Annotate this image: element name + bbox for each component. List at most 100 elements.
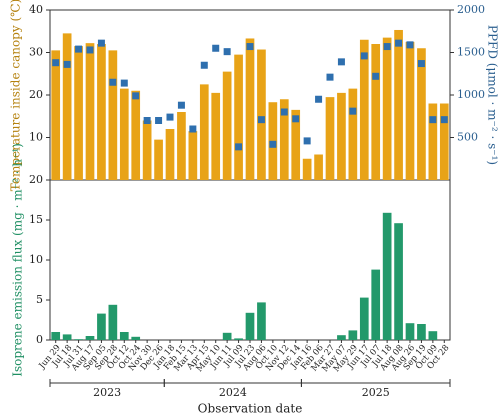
- bar: [97, 313, 106, 340]
- bar: [405, 41, 415, 180]
- bar: [428, 331, 438, 340]
- bar: [314, 154, 323, 180]
- x-axis-label: Observation date: [198, 402, 303, 416]
- point: [212, 44, 220, 52]
- bar: [97, 44, 106, 180]
- bar: [394, 29, 403, 180]
- y-tick-label: 10: [29, 131, 43, 144]
- bar: [359, 39, 369, 180]
- bar: [62, 33, 72, 180]
- point: [143, 117, 151, 124]
- bar: [405, 323, 415, 340]
- y-tick-label: 40: [29, 3, 43, 16]
- point: [63, 60, 71, 68]
- group-label: 2025: [362, 386, 390, 399]
- bar: [199, 84, 209, 180]
- point: [223, 48, 231, 56]
- point: [120, 79, 128, 87]
- bar: [348, 330, 358, 340]
- point: [292, 115, 300, 123]
- bar: [325, 97, 335, 180]
- point: [280, 108, 288, 116]
- group-label: 2023: [93, 386, 121, 399]
- bar: [337, 92, 346, 180]
- bar: [222, 332, 232, 340]
- bar: [279, 99, 289, 180]
- point: [440, 116, 448, 124]
- y2-axis-label: PPFD (μmol · m⁻² · s⁻¹): [486, 25, 500, 165]
- y-axis-label: Temperature inside canopy (℃): [9, 0, 23, 191]
- bar: [257, 302, 266, 340]
- y2-tick-label: 1000: [457, 88, 485, 101]
- point: [417, 60, 425, 68]
- bar: [245, 312, 255, 340]
- y-tick-label: 30: [29, 46, 43, 59]
- point: [326, 73, 334, 81]
- bar: [291, 109, 301, 180]
- point: [349, 107, 357, 115]
- point: [406, 41, 414, 49]
- point: [109, 78, 117, 86]
- bar: [234, 54, 243, 180]
- bar: [394, 223, 403, 340]
- bar: [51, 332, 61, 340]
- bar: [302, 158, 312, 180]
- bar: [234, 338, 243, 340]
- bar: [417, 48, 426, 180]
- bar: [108, 50, 118, 180]
- bar: [108, 304, 118, 340]
- bar: [439, 103, 449, 180]
- bar: [131, 336, 141, 340]
- point: [166, 113, 174, 121]
- bar: [131, 90, 141, 180]
- bar: [85, 43, 95, 181]
- point: [235, 143, 243, 151]
- bar: [348, 88, 358, 180]
- y-axis-label: Isoprene emission flux (mg · m⁻² · h⁻¹): [11, 143, 25, 377]
- bar: [245, 38, 255, 180]
- bar: [222, 71, 232, 180]
- bar: [257, 49, 266, 181]
- point: [177, 101, 185, 109]
- bar: [51, 50, 61, 180]
- point: [86, 46, 94, 54]
- y-tick-label: 15: [29, 213, 43, 226]
- point: [395, 39, 403, 47]
- point: [155, 117, 163, 124]
- point: [383, 43, 391, 51]
- point: [303, 137, 311, 145]
- bar: [371, 269, 381, 340]
- bar: [211, 92, 221, 180]
- point: [189, 125, 197, 133]
- y-tick-label: 20: [29, 173, 43, 186]
- bar: [188, 131, 198, 180]
- bar: [337, 335, 346, 340]
- bar: [74, 339, 83, 340]
- bar: [62, 334, 72, 340]
- point: [257, 116, 265, 124]
- point: [269, 140, 277, 148]
- bar: [359, 297, 369, 340]
- point: [315, 95, 323, 103]
- y-tick-label: 5: [36, 293, 43, 306]
- point: [372, 72, 380, 80]
- bar: [74, 46, 83, 180]
- bar: [165, 129, 175, 180]
- y2-tick-label: 500: [457, 131, 478, 144]
- bar: [142, 120, 152, 180]
- y-tick-label: 10: [29, 253, 43, 266]
- point: [97, 39, 105, 47]
- bar: [417, 324, 426, 340]
- bar: [119, 332, 129, 340]
- y-tick-label: 0: [36, 333, 43, 346]
- bar: [382, 37, 392, 180]
- y-tick-label: 20: [29, 88, 43, 101]
- bar: [119, 88, 129, 180]
- point: [132, 92, 140, 100]
- point: [75, 45, 83, 53]
- point: [360, 52, 368, 60]
- point: [246, 43, 254, 51]
- bar: [382, 212, 392, 340]
- bar: [371, 44, 381, 180]
